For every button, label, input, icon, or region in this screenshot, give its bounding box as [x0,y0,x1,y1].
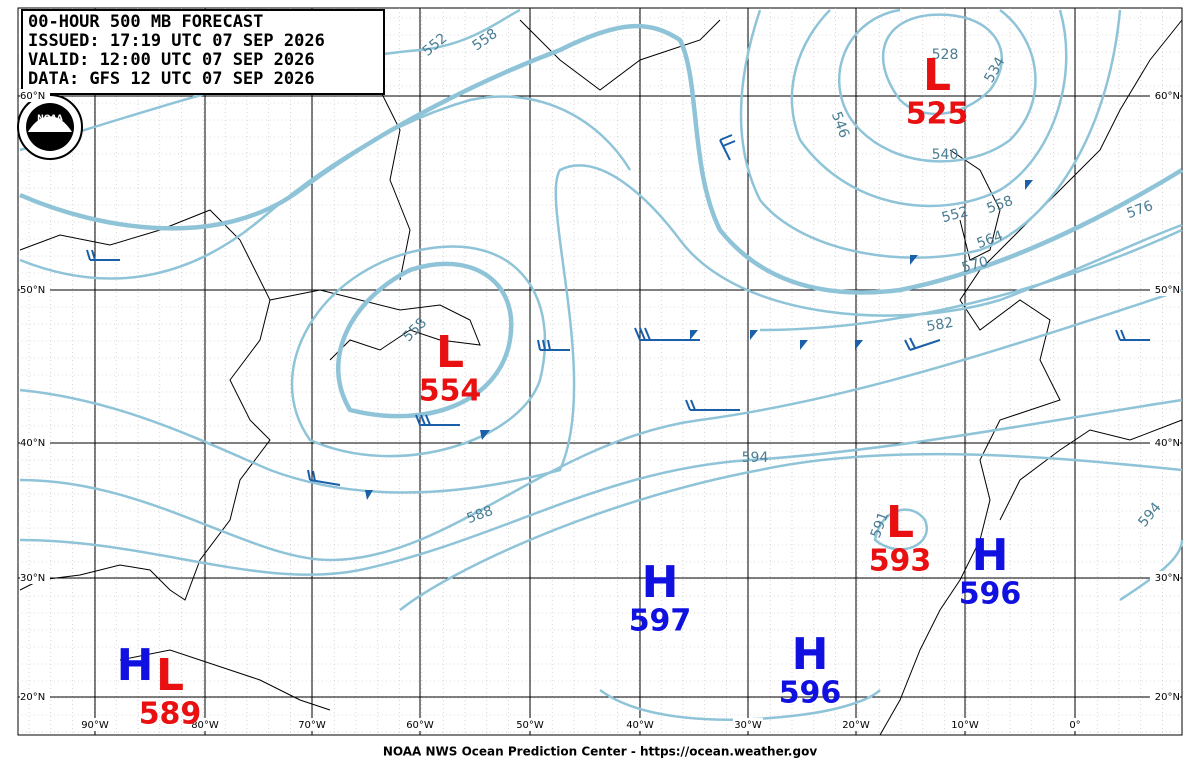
longitude-label: 50°W [516,720,544,731]
latitude-label: 60°N [1155,91,1180,102]
tick-bg [733,718,763,731]
latitude-label: 30°N [20,573,45,584]
center-letter: H [642,557,679,608]
tick-bg [190,718,220,731]
longitude-label: 70°W [298,720,326,731]
tick-bg [841,718,871,731]
header-box [21,9,385,95]
longitude-label: 0° [1069,720,1080,731]
contour-label: 540 [932,147,959,163]
latitude-label: 20°N [20,692,45,703]
wind-barbs [86,134,1150,486]
longitude-label: 40°W [626,720,654,731]
latitude-label: 50°N [1155,285,1180,296]
latitude-label: 30°N [1155,573,1180,584]
longitude-label: 10°W [951,720,979,731]
tick-bg [950,718,980,731]
center-letter: L [923,50,951,101]
tick-bg [20,436,50,449]
header-line: 00-HOUR 500 MB FORECAST [28,12,263,32]
tick-bg [1150,690,1180,703]
tick-bg [297,718,327,731]
longitude-label: 30°W [734,720,762,731]
center-value: 589 [139,697,202,732]
tick-bg [1150,571,1180,584]
map-frame [17,7,1183,736]
contour-label: 594 [742,450,769,466]
tick-bg [80,718,110,731]
noaa-logo: NOAA [17,94,83,160]
tick-bg [20,283,50,296]
header-line: ISSUED: 17:19 UTC 07 SEP 2026 [28,31,325,51]
header-line: DATA: GFS 12 UTC 07 SEP 2026 [28,69,315,89]
longitude-label: 20°W [842,720,870,731]
latitude-label: 50°N [20,285,45,296]
tick-bg [1150,283,1180,296]
header-line: VALID: 12:00 UTC 07 SEP 2026 [28,50,315,70]
tick-bg [1150,89,1180,102]
center-value: 596 [779,676,842,711]
center-letter: H [972,530,1009,581]
center-letter: L [886,497,914,548]
latitude-label: 40°N [20,438,45,449]
longitude-label: 80°W [191,720,219,731]
center-value: 525 [906,97,969,132]
tick-bg [405,718,435,731]
latitude-label: 40°N [1155,438,1180,449]
latitude-label: 60°N [20,91,45,102]
center-letter: H [792,629,829,680]
labels: 60°N 60°N 50°N 50°N 40°N 40°N 30°N 30°N 20°N 20°N… [20,26,1180,732]
center-letter: L [156,650,184,701]
tick-bg [1060,718,1090,731]
center-value: 597 [629,604,692,639]
tick-bg [20,571,50,584]
center-letter: L [436,327,464,378]
center-value: 596 [959,577,1022,612]
contour-label: 570 [960,254,990,276]
tick-bg [625,718,655,731]
tick-bg [20,89,50,102]
longitude-label: 90°W [81,720,109,731]
tick-bg [20,690,50,703]
wind-flags [365,180,1033,500]
center-value: 554 [419,374,482,409]
graticule [18,8,1182,735]
center-letter: H [117,640,154,691]
contour-label: 552 [940,204,970,226]
contour-label: 528 [932,47,959,63]
tick-bg [515,718,545,731]
tick-bg [1150,436,1180,449]
center-value: 593 [869,544,932,579]
footer: NOAA NWS Ocean Prediction Center - https… [383,745,817,759]
longitude-label: 60°W [406,720,434,731]
latitude-label: 20°N [1155,692,1180,703]
logo-text: NOAA [37,114,63,123]
contour-label: 582 [925,315,954,335]
